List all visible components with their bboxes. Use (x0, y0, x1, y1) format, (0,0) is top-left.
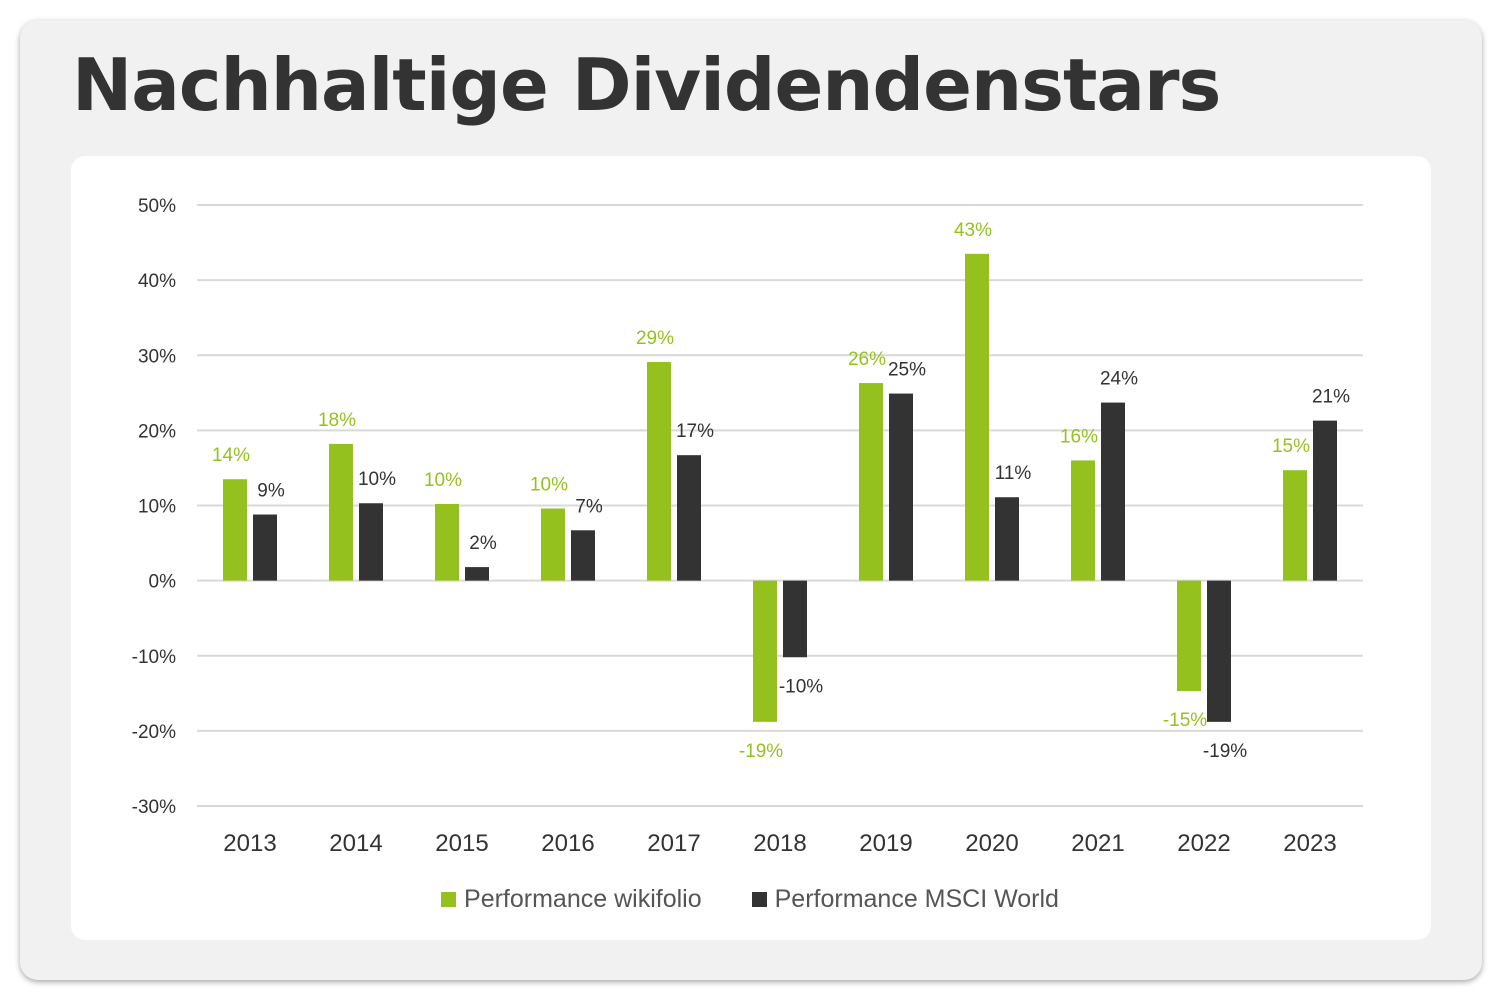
data-label-wikifolio: 10% (530, 475, 568, 496)
data-label-wikifolio: -19% (739, 741, 783, 762)
bar-msci (253, 514, 277, 581)
bar-wikifolio (1283, 470, 1307, 581)
x-tick-label: 2019 (859, 830, 912, 857)
x-tick-label: 2018 (753, 830, 806, 857)
bar-wikifolio (435, 503, 459, 581)
x-tick-label: 2023 (1283, 830, 1336, 857)
bar-msci (571, 530, 595, 581)
data-label-wikifolio: -15% (1163, 710, 1207, 731)
y-tick-label: 30% (138, 346, 176, 367)
legend-label-wikifolio: Performance wikifolio (464, 885, 702, 913)
bar-msci (783, 580, 807, 658)
bar-wikifolio (329, 443, 353, 581)
x-tick-label: 2016 (541, 830, 594, 857)
y-tick-label: -10% (132, 647, 176, 668)
bar-msci (465, 567, 489, 581)
chart-title: Nachhaltige Dividendenstars (72, 43, 1221, 127)
y-tick-label: 50% (138, 196, 176, 217)
y-tick-label: 10% (138, 497, 176, 518)
data-label-wikifolio: 14% (212, 445, 250, 466)
data-label-msci: -10% (779, 676, 823, 697)
data-label-msci: 17% (676, 421, 714, 442)
data-label-wikifolio: 29% (636, 328, 674, 349)
legend-item-wikifolio[interactable]: Performance wikifolio (441, 885, 702, 914)
bar-wikifolio (753, 580, 777, 722)
y-tick-label: -30% (132, 797, 176, 818)
legend-label-msci: Performance MSCI World (774, 885, 1059, 913)
y-tick-label: -20% (132, 722, 176, 743)
bar-msci (1101, 402, 1125, 581)
data-label-msci: 2% (469, 533, 497, 554)
data-label-wikifolio: 10% (424, 470, 462, 491)
legend: Performance wikifolio Performance MSCI W… (0, 885, 1500, 914)
data-label-msci: -19% (1203, 741, 1247, 762)
x-tick-label: 2022 (1177, 830, 1230, 857)
bar-wikifolio (1071, 460, 1095, 581)
y-tick-label: 40% (138, 271, 176, 292)
y-tick-label: 0% (149, 572, 177, 593)
x-tick-label: 2020 (965, 830, 1018, 857)
bar-msci (889, 393, 913, 581)
y-tick-label: 20% (138, 421, 176, 442)
data-label-wikifolio: 16% (1060, 426, 1098, 447)
bar-msci (995, 497, 1019, 581)
bar-msci (359, 503, 383, 581)
data-label-msci: 25% (888, 360, 926, 381)
bar-wikifolio (1177, 580, 1201, 692)
data-label-wikifolio: 43% (954, 220, 992, 241)
data-label-wikifolio: 26% (848, 349, 886, 370)
bar-wikifolio (647, 362, 671, 581)
legend-item-msci[interactable]: Performance MSCI World (751, 885, 1059, 914)
legend-swatch-msci (751, 892, 767, 907)
bar-wikifolio (965, 253, 989, 581)
data-label-msci: 9% (257, 481, 285, 502)
x-tick-label: 2014 (329, 830, 382, 857)
bar-msci (677, 455, 701, 581)
bar-msci (1313, 420, 1337, 581)
chart-panel (71, 156, 1431, 940)
data-label-msci: 21% (1312, 387, 1350, 408)
data-label-wikifolio: 15% (1272, 436, 1310, 457)
bar-wikifolio (859, 383, 883, 581)
x-tick-label: 2017 (647, 830, 700, 857)
legend-swatch-wikifolio (441, 892, 457, 907)
bar-wikifolio (541, 508, 565, 581)
data-label-msci: 7% (575, 496, 603, 517)
data-label-msci: 24% (1100, 369, 1138, 390)
data-label-msci: 11% (995, 463, 1032, 484)
data-label-wikifolio: 18% (318, 410, 356, 431)
x-tick-label: 2013 (223, 830, 276, 857)
x-tick-label: 2015 (435, 830, 488, 857)
bar-msci (1207, 580, 1231, 722)
x-tick-label: 2021 (1071, 830, 1124, 857)
bar-wikifolio (223, 479, 247, 581)
data-label-msci: 10% (358, 469, 396, 490)
